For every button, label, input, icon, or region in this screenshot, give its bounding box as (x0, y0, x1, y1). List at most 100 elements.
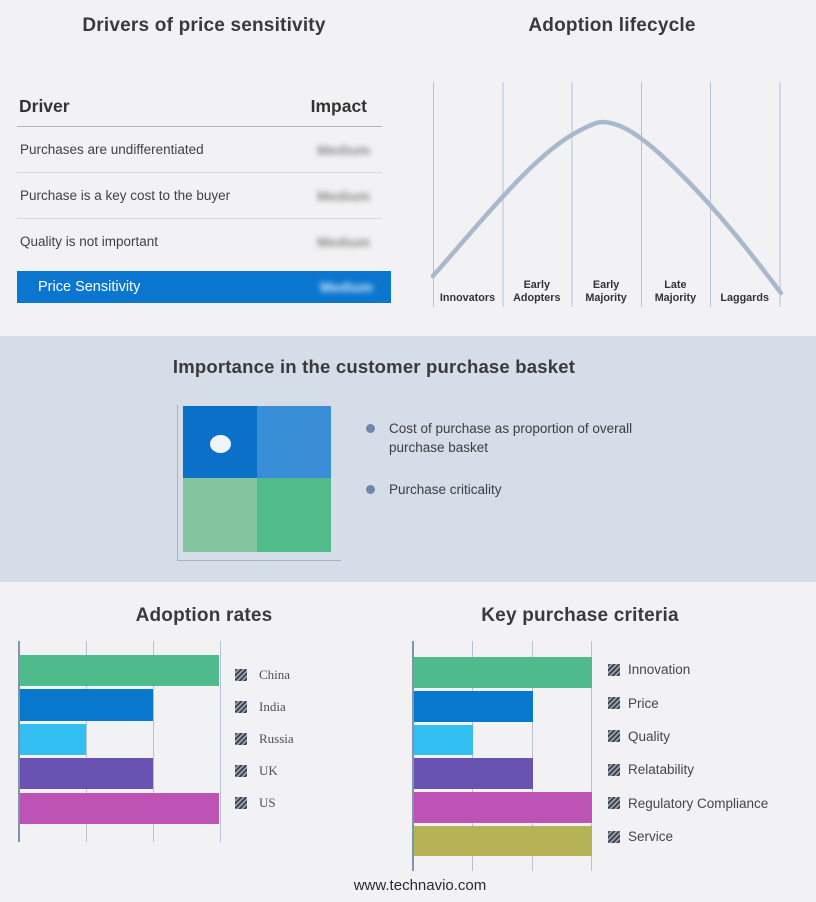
gridline (471, 641, 473, 871)
bar-russia (19, 723, 86, 756)
bar-regulatory-compliance (413, 792, 593, 823)
legend-label: India (259, 699, 286, 714)
lifecycle-panel: Adoption lifecycle Innovators Early Adopte… (408, 0, 816, 336)
impact-value-blurred: Medium (317, 141, 370, 158)
legend-label: Regulatory Compliance (628, 795, 769, 811)
bar-uk (19, 758, 153, 790)
quadrant-cell-top-right (257, 406, 331, 478)
hatched-swatch-icon (608, 763, 620, 776)
stage-label-text: Early Majority (585, 278, 627, 304)
gridline (531, 641, 533, 871)
impact-value-blurred: Medium (317, 233, 370, 250)
gridline (86, 641, 87, 842)
legend-label: Price (628, 695, 659, 711)
legend-item-india: India (235, 691, 294, 723)
drivers-title: Drivers of price sensitivity (82, 15, 326, 36)
quadrant-dot (210, 435, 231, 453)
stage-label-text: Innovators (439, 291, 496, 304)
quadrant-axis-x (176, 560, 341, 561)
key-purchase-criteria-axis (412, 641, 414, 871)
adoption-rates-axis (18, 641, 20, 842)
lifecycle-chart (425, 82, 787, 307)
hatched-swatch-icon (235, 669, 247, 681)
driver-column-header: Driver (19, 96, 70, 116)
stage-label-early-adopters: Early Adopters (497, 275, 577, 305)
bullet-text: Purchase criticality (389, 482, 502, 497)
legend-label: Service (628, 829, 674, 845)
hatched-swatch-icon (235, 701, 247, 713)
quadrant-cell-bottom-right (257, 478, 331, 552)
driver-cell: Purchase is a key cost to the buyer (20, 188, 231, 203)
legend-label: Quality (628, 728, 671, 744)
quadrant-cell-bottom-left (183, 478, 257, 552)
stage-label-innovators: Innovators (428, 275, 508, 305)
stage-label-early-majority: Early Majority (566, 275, 646, 305)
bar-quality (413, 724, 474, 756)
hatched-swatch-icon (235, 765, 247, 777)
bullet-item: Cost of purchase as proportion of overal… (366, 419, 666, 457)
hatched-swatch-icon (608, 797, 620, 810)
table-row: Purchase is a key cost to the buyer Mediu… (17, 173, 382, 219)
lifecycle-title: Adoption lifecycle (528, 15, 696, 36)
hatched-swatch-icon (608, 663, 620, 676)
bullet-text: Cost of purchase as proportion of overal… (389, 421, 633, 455)
legend-item-russia: Russia (235, 723, 294, 755)
bullet-item: Purchase criticality (366, 480, 666, 499)
basket-bullets: Cost of purchase as proportion of overal… (366, 419, 666, 499)
legend-item-us: US (235, 787, 294, 819)
adoption-curve (430, 119, 784, 296)
key-purchase-criteria-legend: Innovation Price Quality Relatability Regula… (608, 653, 768, 853)
legend-item-innovation: Innovation (608, 653, 768, 686)
hatched-swatch-icon (608, 697, 620, 710)
legend-item-price: Price (608, 686, 768, 719)
legend-label: China (259, 667, 291, 682)
lifecycle-gridlines (433, 82, 781, 307)
key-purchase-criteria-plot (412, 641, 598, 871)
basket-band: Importance in the customer purchase bask… (0, 336, 816, 582)
bar-us (19, 792, 219, 824)
legend-item-china: China (235, 659, 294, 691)
hatched-swatch-icon (608, 730, 620, 743)
bar-price (413, 691, 533, 722)
hatched-swatch-icon (608, 830, 620, 843)
quadrant-cell-top-left (183, 406, 257, 478)
bar-india (19, 689, 153, 721)
stage-label-late-majority: Late Majority (635, 275, 715, 305)
footer-link[interactable]: www.technavio.com (353, 877, 487, 894)
drivers-panel: Drivers of price sensitivity Driver Impa… (0, 0, 408, 336)
adoption-rates-legend: China India Russia UK US (235, 659, 294, 819)
adoption-rates-plot (18, 641, 228, 842)
legend-label: Relatability (628, 762, 695, 778)
table-row: Purchases are undifferentiated Medium (17, 127, 382, 173)
legend-label: Russia (259, 731, 294, 746)
basket-title: Importance in the customer purchase bask… (172, 356, 576, 377)
legend-label: Innovation (628, 662, 691, 678)
drivers-table-rows: Purchases are undifferentiated Medium Purc… (17, 126, 382, 264)
table-row: Quality is not important Medium (17, 219, 382, 264)
legend-item-uk: UK (235, 755, 294, 787)
driver-cell: Purchases are undifferentiated (20, 142, 204, 157)
stage-label-text: Early Adopters (513, 278, 561, 304)
hatched-swatch-icon (235, 733, 247, 745)
price-sensitivity-label: Price Sensitivity (38, 279, 141, 295)
bullet-marker-icon (366, 424, 375, 433)
bullet-marker-icon (366, 485, 375, 494)
legend-item-regulatory-compliance: Regulatory Compliance (608, 787, 768, 820)
legend-label: US (259, 795, 276, 810)
stage-label-text: Laggards (720, 291, 769, 304)
legend-item-quality: Quality (608, 720, 768, 753)
lifecycle-curve-svg (430, 82, 784, 307)
gridline (219, 641, 221, 842)
price-sensitivity-impact-blurred: Medium (320, 279, 373, 295)
bar-relatability (413, 758, 533, 789)
legend-item-service: Service (608, 820, 768, 853)
legend-label: UK (259, 763, 278, 778)
basket-quadrant (176, 405, 341, 561)
legend-item-relatability: Relatability (608, 753, 768, 786)
adoption-rates-title: Adoption rates (135, 605, 273, 626)
gridline (152, 641, 154, 842)
bar-innovation (413, 657, 593, 688)
impact-column-header: Impact (310, 96, 367, 116)
bar-china (19, 655, 219, 687)
